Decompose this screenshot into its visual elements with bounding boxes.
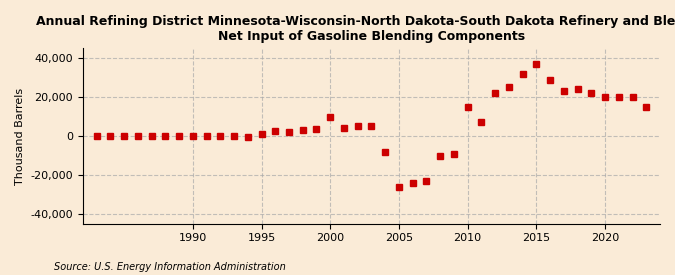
Title: Annual Refining District Minnesota-Wisconsin-North Dakota-South Dakota Refinery : Annual Refining District Minnesota-Wisco… bbox=[36, 15, 675, 43]
Y-axis label: Thousand Barrels: Thousand Barrels bbox=[15, 87, 25, 185]
Text: Source: U.S. Energy Information Administration: Source: U.S. Energy Information Administ… bbox=[54, 262, 286, 272]
